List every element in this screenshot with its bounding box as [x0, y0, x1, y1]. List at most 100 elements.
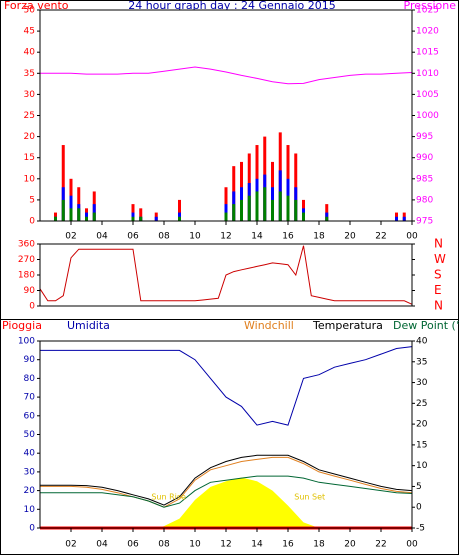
y2-tick-label: 20 — [416, 420, 428, 430]
bar — [154, 216, 158, 221]
y-tick-label: 50 — [24, 6, 36, 16]
y2-tick-label: 35 — [416, 357, 427, 367]
bar — [240, 199, 243, 221]
y-tick-label: 0 — [29, 217, 35, 227]
y-tick-label: 100 — [18, 337, 35, 347]
bar — [224, 212, 228, 221]
y-tick-label: 80 — [24, 374, 36, 384]
y-tick-label: 5 — [29, 195, 35, 205]
x-tick-label: 16 — [282, 232, 294, 242]
y-tick-label: 0 — [29, 524, 35, 534]
y2-tick-label: N — [434, 237, 443, 251]
line — [40, 346, 413, 426]
x-tick-label: 10 — [189, 232, 201, 242]
y-tick-label: 25 — [24, 111, 35, 121]
bar — [294, 199, 298, 221]
y-tick-label: 270 — [18, 255, 35, 265]
y-tick-label: 90 — [24, 286, 36, 296]
y-tick-label: 60 — [24, 411, 36, 421]
y2-tick-label: 1005 — [416, 90, 439, 100]
bar — [61, 199, 65, 221]
bar — [54, 216, 57, 221]
bar — [302, 212, 305, 221]
chart-title: 24 hour graph day : 24 Gennaio 2015 — [128, 0, 336, 12]
bar — [178, 216, 181, 221]
bar — [395, 216, 398, 221]
y-tick-label: 50 — [24, 430, 36, 440]
line — [40, 475, 413, 508]
y-tick-label: 20 — [24, 486, 36, 496]
x-tick-label: 20 — [344, 232, 356, 242]
y-tick-label: 180 — [18, 271, 35, 281]
x-tick-label: 12 — [220, 232, 231, 242]
x-tick-label: 18 — [313, 232, 325, 242]
bar — [255, 191, 259, 221]
y2-tick-label: 1010 — [416, 69, 439, 79]
legend-label: Pioggia — [2, 319, 42, 332]
area — [156, 477, 319, 528]
y-tick-label: 35 — [24, 69, 35, 79]
bar — [325, 216, 329, 221]
y2-tick-label: 5 — [416, 482, 422, 492]
bar — [77, 208, 81, 221]
y-tick-label: 0 — [29, 302, 35, 312]
y2-tick-label: 0 — [416, 503, 422, 513]
y-tick-label: 40 — [24, 48, 36, 58]
y2-tick-label: -5 — [416, 524, 425, 534]
y2-tick-label: E — [434, 283, 442, 297]
y2-tick-label: N — [434, 299, 443, 313]
bar — [278, 191, 282, 221]
x-tick-label: 16 — [282, 540, 294, 550]
y2-tick-label: 40 — [416, 337, 428, 347]
line — [39, 245, 413, 305]
y2-axis-title: Pressione — [404, 0, 457, 12]
y-tick-label: 20 — [24, 132, 36, 142]
x-tick-label: 06 — [127, 232, 139, 242]
x-tick-label: 04 — [96, 232, 108, 242]
panel: 0 10 20 30 40 50 60 70 80 90 100 -5 0 5 10 15 20 25 30 35 40… — [2, 319, 459, 550]
y-tick-label: 45 — [24, 27, 35, 37]
annotation: Sun Rise — [151, 493, 186, 502]
y-tick-label: 40 — [24, 449, 36, 459]
x-tick-label: 04 — [96, 540, 108, 550]
x-tick-label: 08 — [158, 232, 170, 242]
bar — [247, 195, 251, 221]
x-tick-label: 12 — [220, 540, 231, 550]
y-tick-label: 15 — [24, 153, 35, 163]
y2-tick-label: 1015 — [416, 48, 439, 58]
x-tick-label: 08 — [158, 540, 170, 550]
bar — [61, 145, 65, 221]
y2-tick-label: 1000 — [416, 111, 439, 121]
bar — [139, 216, 143, 221]
y2-tick-label: 995 — [416, 132, 433, 142]
y2-tick-label: 985 — [416, 174, 433, 184]
x-tick-label: 18 — [313, 540, 325, 550]
y2-tick-label: 30 — [416, 378, 428, 388]
y2-tick-label: 1020 — [416, 27, 439, 37]
bar — [139, 208, 143, 221]
plot-area — [40, 10, 412, 221]
y-tick-label: 10 — [24, 505, 36, 515]
x-tick-label: 10 — [189, 540, 201, 550]
y2-tick-label: W — [434, 252, 446, 266]
bar — [271, 199, 274, 221]
line — [40, 456, 413, 508]
bar — [85, 216, 88, 221]
x-tick-label: 02 — [65, 540, 76, 550]
x-tick-label: 14 — [251, 540, 263, 550]
bar — [294, 153, 298, 221]
y-tick-label: 10 — [24, 174, 36, 184]
y-axis-title: Forza vento — [4, 0, 69, 12]
bar — [131, 216, 135, 221]
panel: 0510152025303540455097598098599099510001… — [24, 6, 440, 242]
bar — [92, 212, 96, 221]
y-tick-label: 90 — [24, 355, 36, 365]
y-tick-label: 30 — [24, 467, 36, 477]
bar — [69, 208, 73, 221]
y2-tick-label: 25 — [416, 399, 427, 409]
line — [40, 66, 413, 85]
x-tick-label: 00 — [406, 540, 418, 550]
bar — [178, 199, 181, 221]
